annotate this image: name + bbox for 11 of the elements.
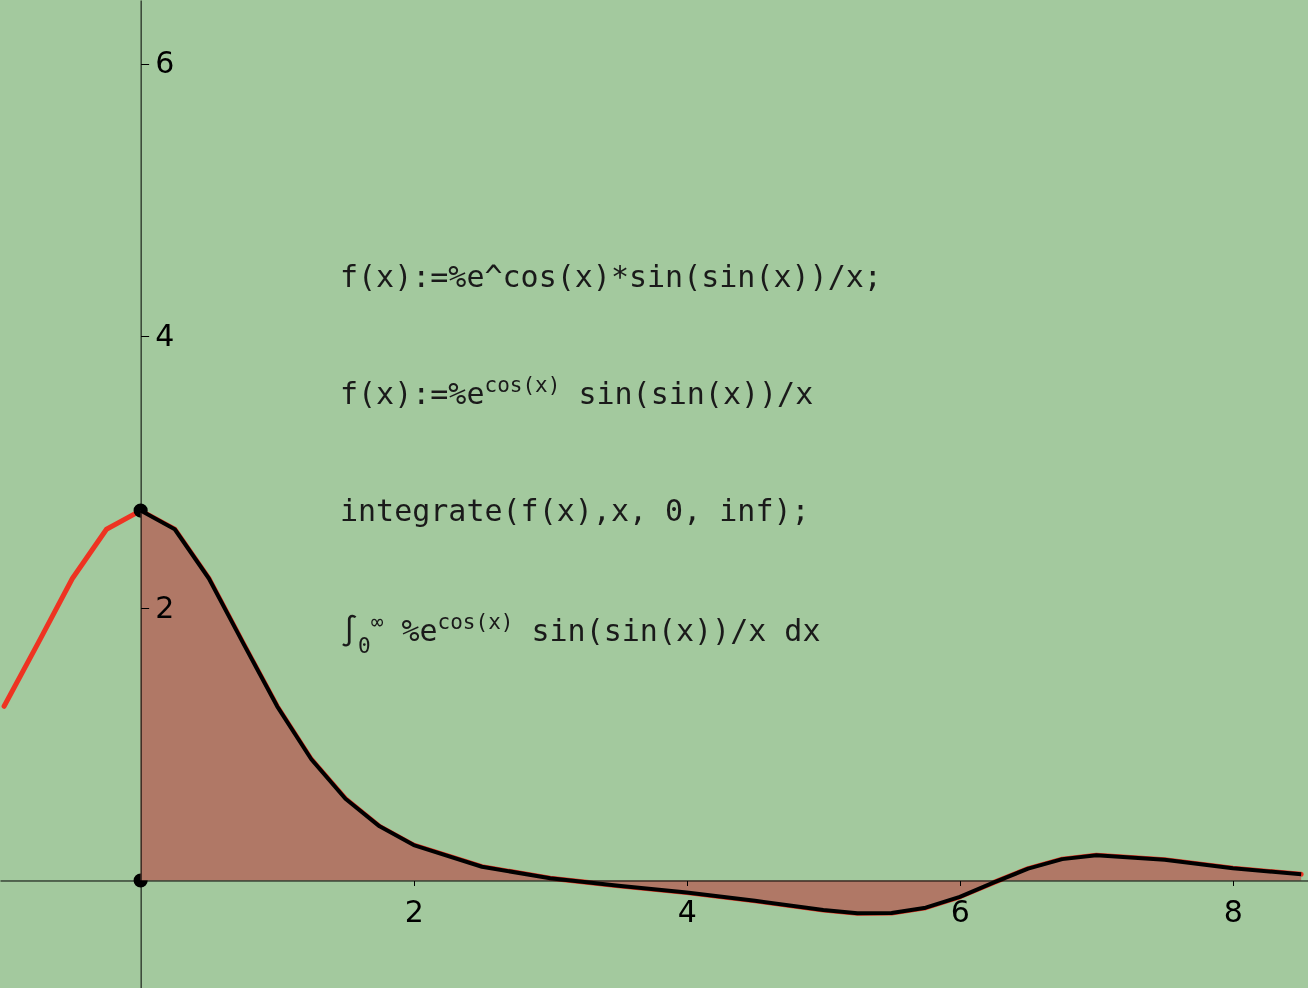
annotation: integrate(f(x),x, 0, inf);: [340, 493, 810, 528]
y-tick-label: 6: [155, 45, 175, 81]
x-tick-label: 8: [1223, 893, 1243, 929]
annotation: f(x):=%e^cos(x)*sin(sin(x))/x;: [340, 259, 882, 294]
y-tick-label: 4: [155, 317, 175, 353]
x-tick-label: 2: [404, 893, 424, 929]
x-tick-label: 4: [677, 893, 697, 929]
y-tick-label: 2: [155, 589, 175, 625]
annotation: f(x):=%e$^{cos(x)}$ sin(sin(x))/x: [340, 373, 814, 411]
annotation: ∫$_{0}$$^{∞}$ %e$^{cos(x)}$ sin(sin(x))/x dx: [340, 610, 821, 658]
x-tick-label: 6: [950, 893, 970, 929]
